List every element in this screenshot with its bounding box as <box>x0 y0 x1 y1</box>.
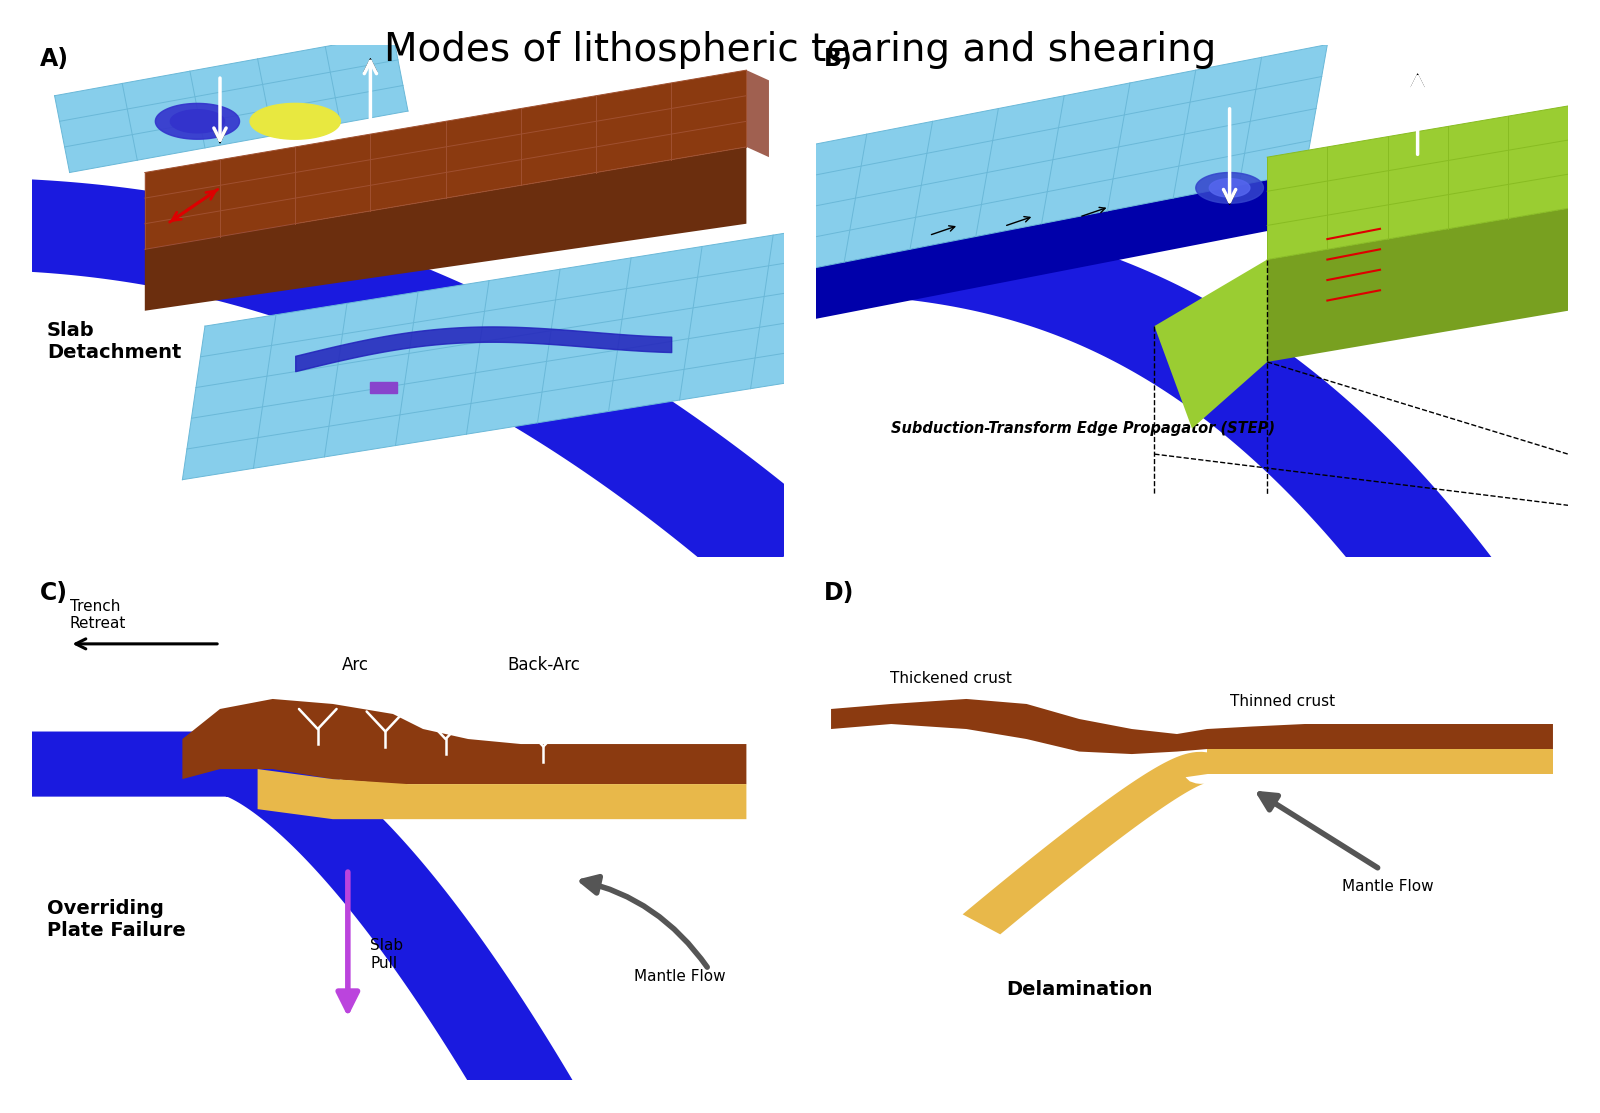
Polygon shape <box>146 70 746 249</box>
Polygon shape <box>146 147 746 311</box>
Text: D): D) <box>824 581 854 605</box>
Text: Overriding
Plate Failure: Overriding Plate Failure <box>46 899 186 939</box>
Polygon shape <box>250 104 341 139</box>
Polygon shape <box>182 224 845 480</box>
Text: Back-Arc: Back-Arc <box>507 656 579 673</box>
Polygon shape <box>746 70 770 157</box>
Text: Mantle Flow: Mantle Flow <box>634 969 725 984</box>
Polygon shape <box>778 45 1328 275</box>
Polygon shape <box>1206 749 1554 775</box>
Bar <box>371 383 397 393</box>
Polygon shape <box>1267 208 1568 362</box>
Text: A): A) <box>40 47 69 71</box>
Polygon shape <box>0 731 642 1113</box>
Polygon shape <box>1210 179 1250 197</box>
Text: C): C) <box>40 581 67 605</box>
Text: Modes of lithospheric tearing and shearing: Modes of lithospheric tearing and sheari… <box>384 31 1216 69</box>
Text: Slab
Detachment: Slab Detachment <box>46 321 181 362</box>
Text: Thinned crust: Thinned crust <box>1230 695 1334 709</box>
Text: Trench
Retreat: Trench Retreat <box>70 599 126 631</box>
Polygon shape <box>1155 259 1267 429</box>
Text: Mantle Flow: Mantle Flow <box>1342 879 1434 894</box>
Polygon shape <box>54 35 408 173</box>
Polygon shape <box>963 751 1230 934</box>
Polygon shape <box>155 104 240 139</box>
Text: Thickened crust: Thickened crust <box>891 671 1013 687</box>
Polygon shape <box>258 769 746 819</box>
Text: Subduction-Transform Edge Propagator (STEP): Subduction-Transform Edge Propagator (ST… <box>891 421 1275 436</box>
Polygon shape <box>741 206 1550 677</box>
Text: B): B) <box>824 47 853 71</box>
Polygon shape <box>830 699 1554 755</box>
Polygon shape <box>1195 173 1264 204</box>
Polygon shape <box>1267 106 1568 259</box>
Polygon shape <box>778 173 1306 326</box>
Text: Slab
Pull: Slab Pull <box>371 938 403 971</box>
Text: Delamination: Delamination <box>1006 979 1152 999</box>
Polygon shape <box>182 699 746 784</box>
Text: Arc: Arc <box>342 656 370 673</box>
Polygon shape <box>0 178 837 585</box>
Polygon shape <box>170 110 224 132</box>
